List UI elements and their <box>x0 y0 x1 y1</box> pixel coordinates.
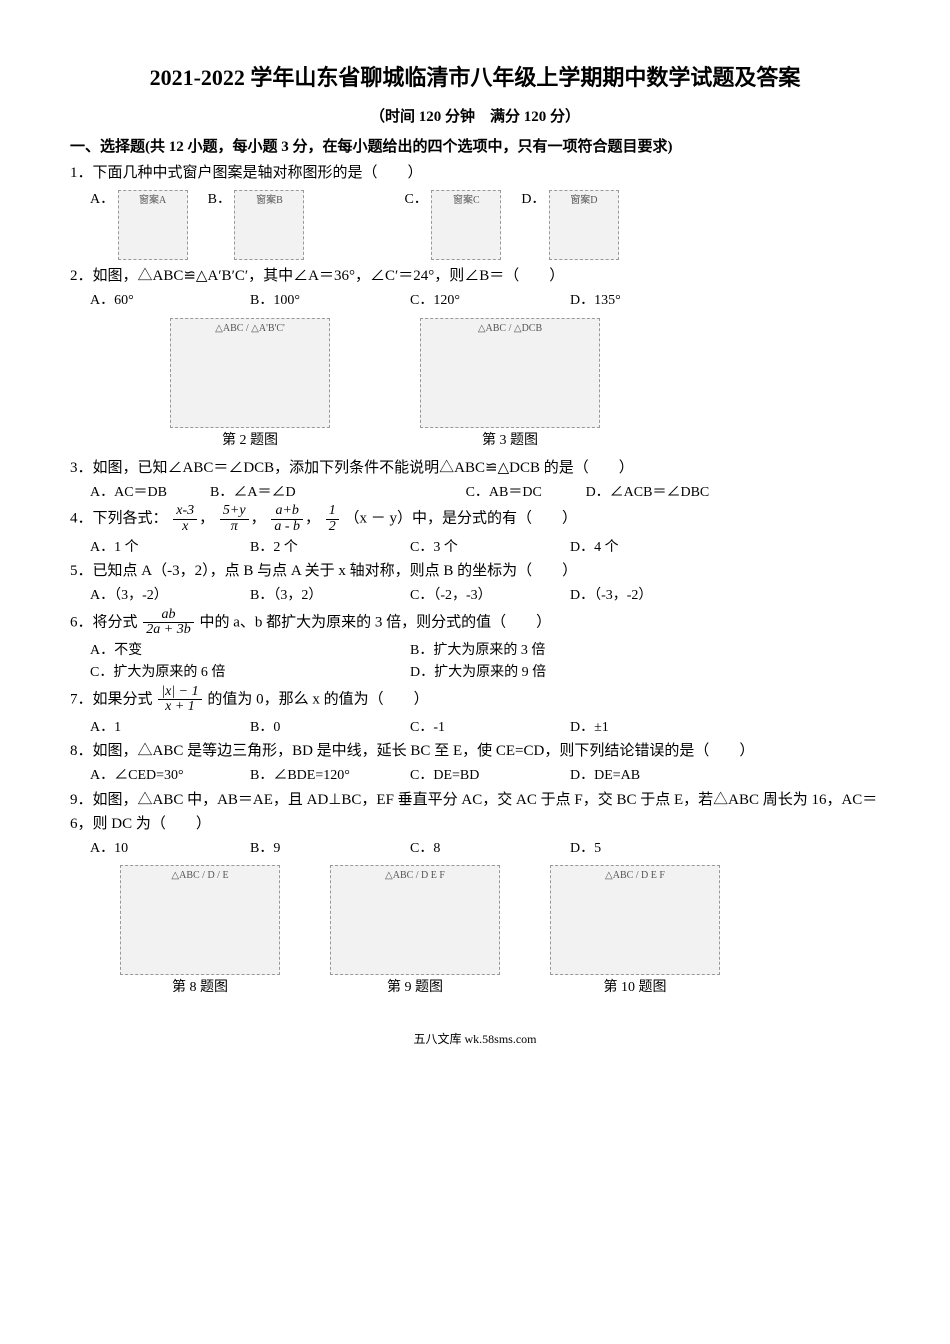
fraction: |x| − 1x + 1 <box>158 685 201 715</box>
q1-options: A． 窗案A B． 窗案B C． 窗案C D． 窗案D <box>90 189 880 260</box>
q9-options: A．10 B．9 C．8 D．5 <box>90 838 880 860</box>
q1-stem: 1．下面几种中式窗户图案是轴对称图形的是（ ） <box>70 161 880 185</box>
window-icon: 窗案B <box>234 190 304 260</box>
q4-D: D．4 个 <box>570 537 690 559</box>
q6-B: B．扩大为原来的 3 倍 <box>410 640 545 662</box>
q6-A: A．不变 <box>90 640 410 662</box>
q2-q3-figures: △ABC / △A'B'C' 第 2 题图 △ABC / △DCB 第 3 题图 <box>170 317 880 452</box>
q5-options: A．（3，-2） B．（3，2） C．（-2，-3） D．（-3，-2） <box>90 585 880 607</box>
q6-post: 中的 a、b 都扩大为原来的 3 倍，则分式的值（ ） <box>199 614 551 630</box>
q6-pre: 6．将分式 <box>70 614 138 630</box>
q7-C: C．-1 <box>410 717 530 739</box>
q7-A: A．1 <box>90 717 210 739</box>
q1-D-label: D． <box>521 192 545 207</box>
q8-caption: 第 8 题图 <box>120 977 280 999</box>
triangle-figure-icon: △ABC / D E F <box>330 865 500 975</box>
q1-A-label: A． <box>90 192 114 207</box>
q5-stem: 5．已知点 A（-3，2），点 B 与点 A 关于 x 轴对称，则点 B 的坐标… <box>70 559 880 583</box>
q8-q9-q10-figures: △ABC / D / E 第 8 题图 △ABC / D E F 第 9 题图 … <box>120 864 880 999</box>
triangle-figure-icon: △ABC / D E F <box>550 865 720 975</box>
q7-B: B．0 <box>250 717 370 739</box>
fraction: 12 <box>326 504 339 534</box>
q9-B: B．9 <box>250 838 370 860</box>
q6-options: A．不变 B．扩大为原来的 3 倍 C．扩大为原来的 6 倍 D．扩大为原来的 … <box>90 640 880 685</box>
q2-B: B．100° <box>250 290 370 312</box>
q1-B-label: B． <box>208 192 231 207</box>
q9-stem: 9．如图，△ABC 中，AB＝AE，且 AD⊥BC，EF 垂直平分 AC，交 A… <box>70 788 880 836</box>
q6-C: C．扩大为原来的 6 倍 <box>90 662 410 684</box>
q3-D: D．∠ACB＝∠DBC <box>586 482 710 504</box>
section-1-header: 一、选择题(共 12 小题，每小题 3 分，在每小题给出的四个选项中，只有一项符… <box>70 135 880 159</box>
q7-post: 的值为 0，那么 x 的值为（ ） <box>207 691 428 707</box>
q8-A: A．∠CED=30° <box>90 765 210 787</box>
q2-C: C．120° <box>410 290 530 312</box>
q4-options: A．1 个 B．2 个 C．3 个 D．4 个 <box>90 537 880 559</box>
fraction: a+ba - b <box>271 504 303 534</box>
q5-D: D．（-3，-2） <box>570 585 690 607</box>
q8-D: D．DE=AB <box>570 765 690 787</box>
q3-C: C．AB＝DC <box>466 482 546 504</box>
q7-options: A．1 B．0 C．-1 D．±1 <box>90 717 880 739</box>
q8-options: A．∠CED=30° B．∠BDE=120° C．DE=BD D．DE=AB <box>90 765 880 787</box>
q4-A: A．1 个 <box>90 537 210 559</box>
q8-B: B．∠BDE=120° <box>250 765 370 787</box>
q9-C: C．8 <box>410 838 530 860</box>
page-footer: 五八文库 wk.58sms.com <box>70 1030 880 1049</box>
q2-options: A．60° B．100° C．120° D．135° <box>90 290 880 312</box>
q8-stem: 8．如图，△ABC 是等边三角形，BD 是中线，延长 BC 至 E，使 CE=C… <box>70 739 880 763</box>
triangle-figure-icon: △ABC / D / E <box>120 865 280 975</box>
q4-pre: 4．下列各式： <box>70 511 168 527</box>
q5-A: A．（3，-2） <box>90 585 210 607</box>
q1-C-label: C． <box>404 192 427 207</box>
q6-stem: 6．将分式 ab2a + 3b 中的 a、b 都扩大为原来的 3 倍，则分式的值… <box>70 608 880 638</box>
q9-A: A．10 <box>90 838 210 860</box>
fraction: ab2a + 3b <box>143 608 193 638</box>
q8-C: C．DE=BD <box>410 765 530 787</box>
window-icon: 窗案A <box>118 190 188 260</box>
page-subtitle: （时间 120 分钟 满分 120 分） <box>70 105 880 129</box>
page-title: 2021-2022 学年山东省聊城临清市八年级上学期期中数学试题及答案 <box>70 60 880 95</box>
q9-caption: 第 9 题图 <box>330 977 500 999</box>
q3-stem: 3．如图，已知∠ABC＝∠DCB，添加下列条件不能说明△ABC≌△DCB 的是（… <box>70 456 880 480</box>
q4-post: （x － y）中，是分式的有（ ） <box>345 511 578 527</box>
q4-stem: 4．下列各式： x-3x， 5+yπ， a+ba - b， 12 （x － y）… <box>70 504 880 534</box>
fraction: x-3x <box>173 504 197 534</box>
q2-caption: 第 2 题图 <box>170 430 330 452</box>
q5-B: B．（3，2） <box>250 585 370 607</box>
q2-D: D．135° <box>570 290 690 312</box>
q3-options: A．AC＝DB B．∠A＝∠D C．AB＝DC D．∠ACB＝∠DBC <box>90 482 880 504</box>
window-icon: 窗案C <box>431 190 501 260</box>
triangle-figure-icon: △ABC / △DCB <box>420 318 600 428</box>
q3-B: B．∠A＝∠D <box>210 482 296 504</box>
q7-stem: 7．如果分式 |x| − 1x + 1 的值为 0，那么 x 的值为（ ） <box>70 685 880 715</box>
q2-stem: 2．如图，△ABC≌△A′B′C′，其中∠A＝36°，∠C′＝24°，则∠B＝（… <box>70 264 880 288</box>
q4-B: B．2 个 <box>250 537 370 559</box>
q7-pre: 7．如果分式 <box>70 691 153 707</box>
q9-D: D．5 <box>570 838 690 860</box>
triangle-figure-icon: △ABC / △A'B'C' <box>170 318 330 428</box>
q6-D: D．扩大为原来的 9 倍 <box>410 662 546 684</box>
q3-caption: 第 3 题图 <box>420 430 600 452</box>
q2-A: A．60° <box>90 290 210 312</box>
q5-C: C．（-2，-3） <box>410 585 530 607</box>
q10-caption: 第 10 题图 <box>550 977 720 999</box>
window-icon: 窗案D <box>549 190 619 260</box>
fraction: 5+yπ <box>220 504 249 534</box>
q4-C: C．3 个 <box>410 537 530 559</box>
q3-A: A．AC＝DB <box>90 482 170 504</box>
q7-D: D．±1 <box>570 717 690 739</box>
